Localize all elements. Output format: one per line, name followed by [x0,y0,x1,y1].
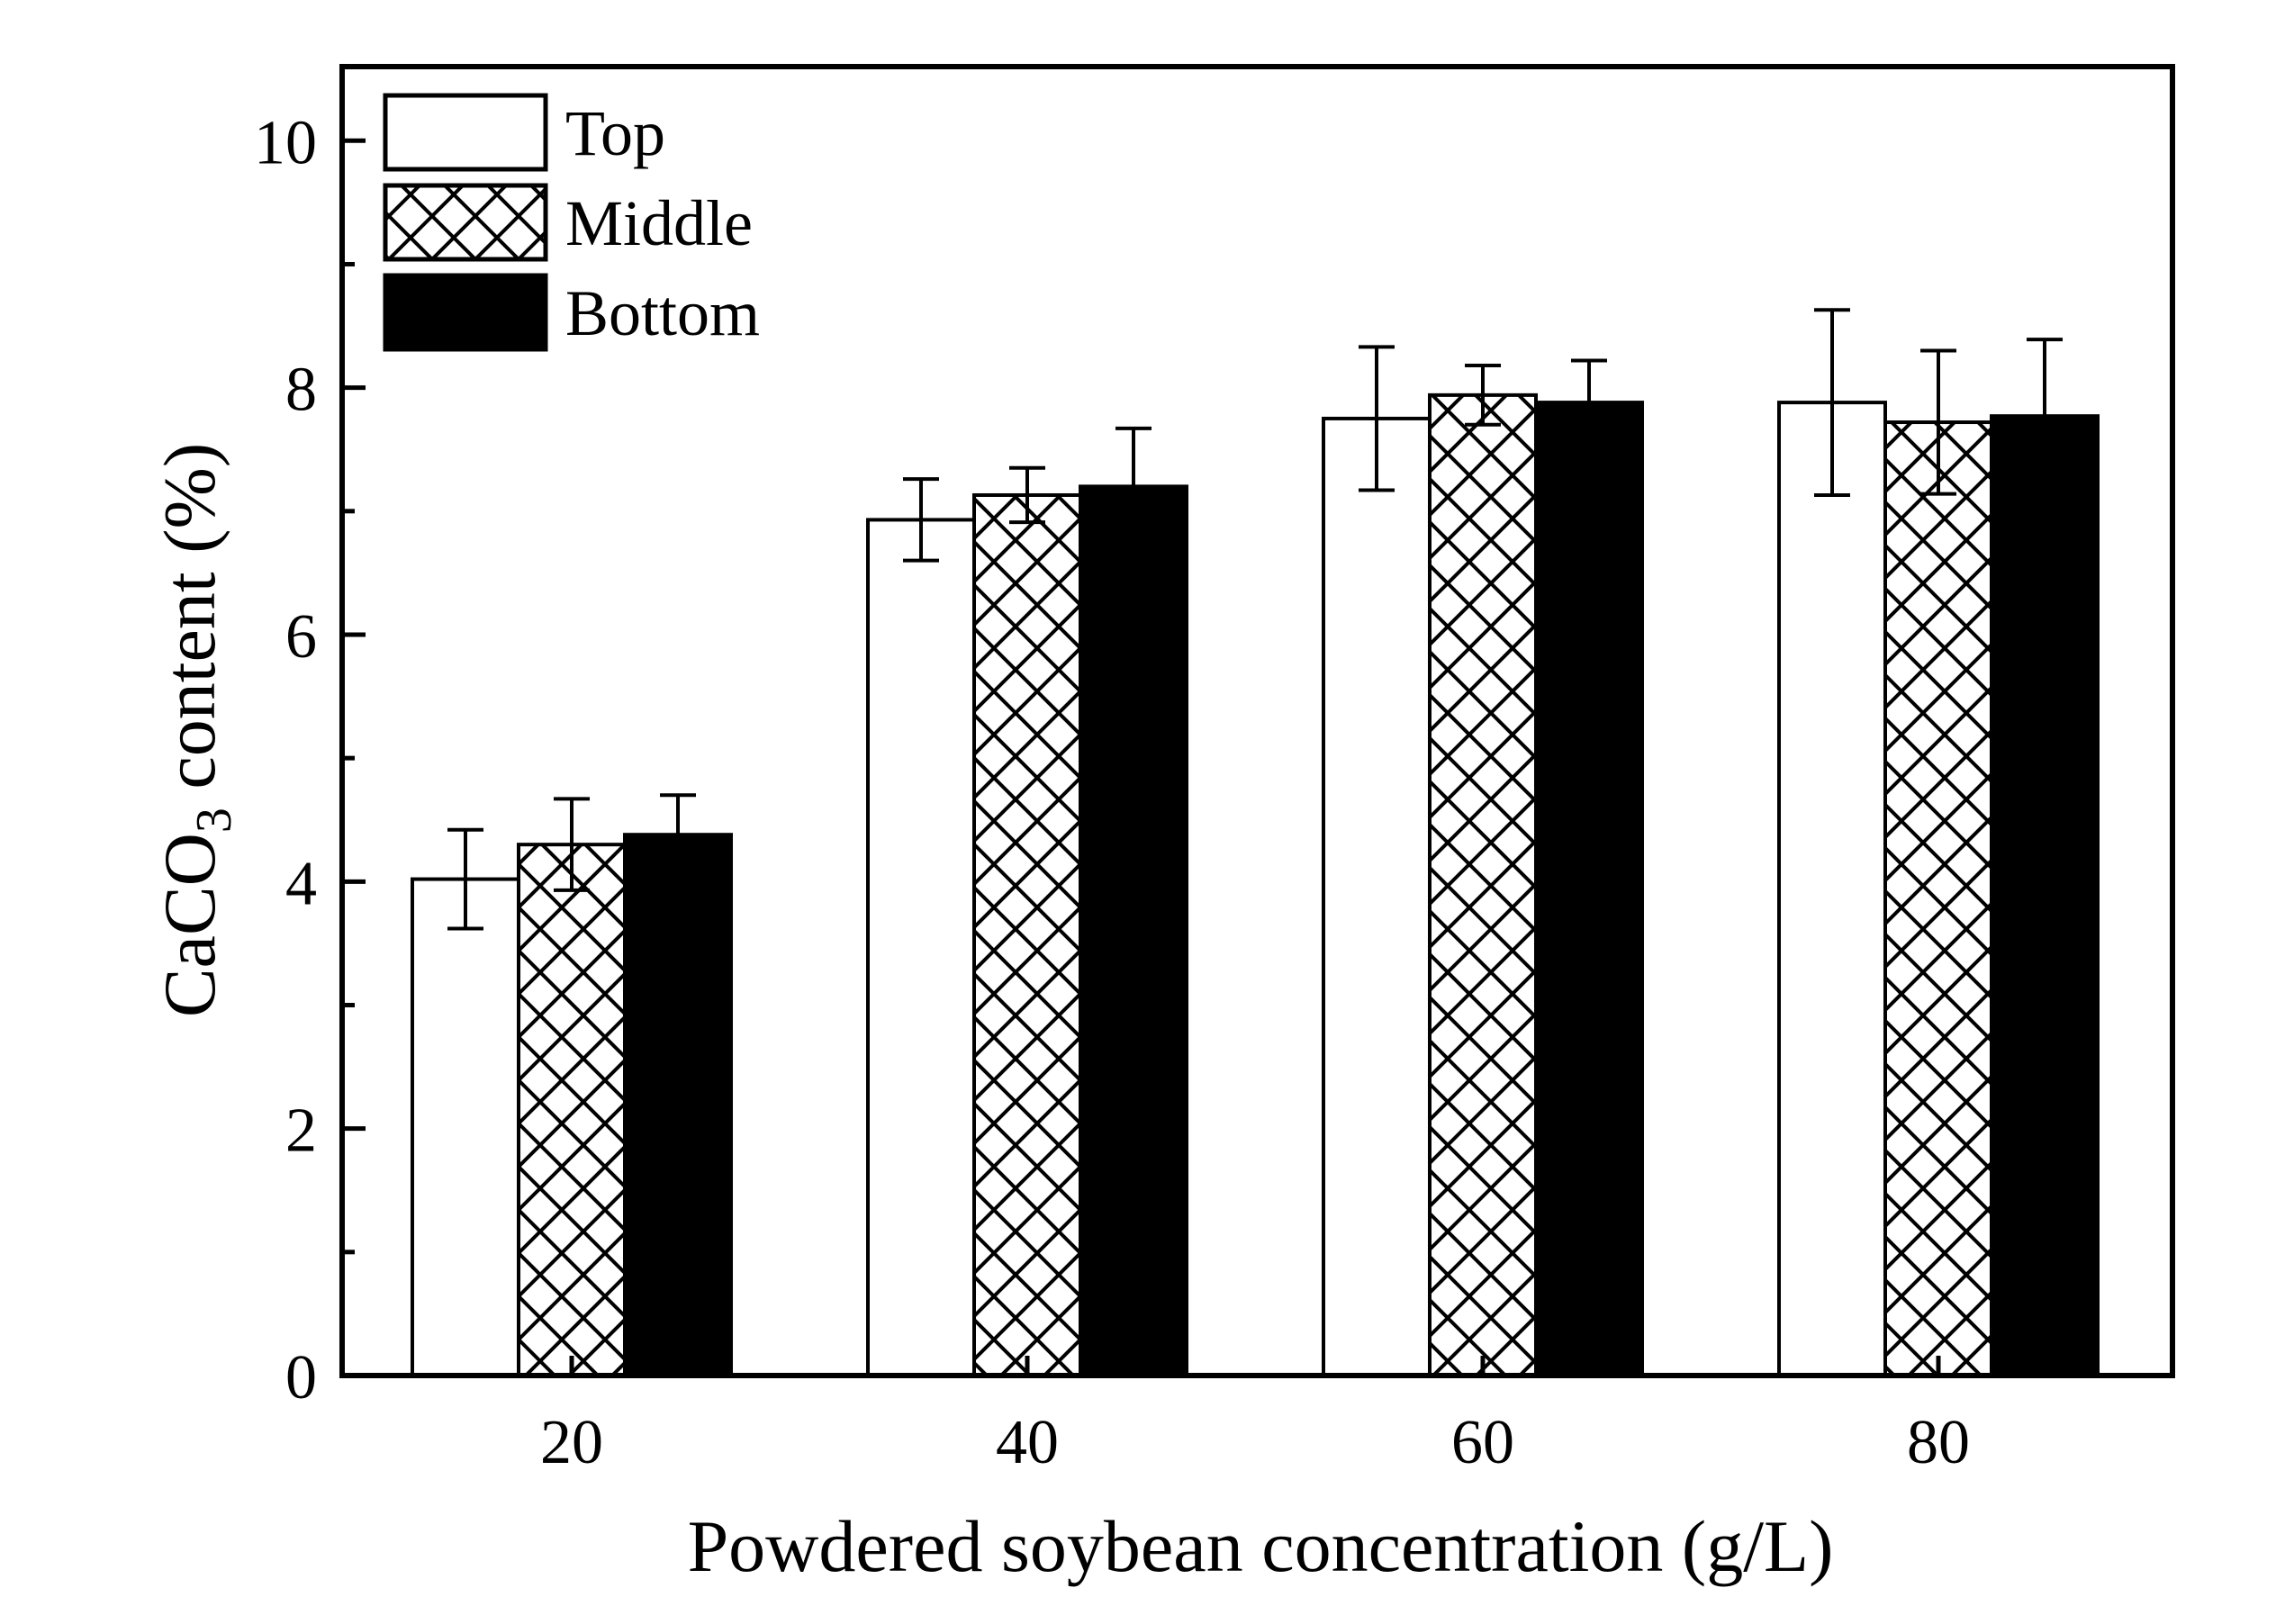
legend-swatch [383,183,548,262]
x-axis: 20 40 60 80 [540,1356,1970,1477]
legend-item-bottom: Bottom [383,273,760,352]
y-axis-title-subscript: 3 [186,807,242,833]
legend: Top Middle Bottom [383,93,760,352]
y-tick-label: 6 [285,602,317,672]
y-axis-title: CaCO3 content (%) [149,443,242,1017]
error-bar-bottom-80 [2027,338,2063,495]
x-tick-label: 20 [540,1408,603,1477]
legend-label: Bottom [565,277,760,349]
error-bar-top-20 [447,827,483,931]
legend-label: Middle [565,187,753,259]
bar-bottom-80 [1990,414,2100,1377]
y-tick-label: 8 [285,356,317,425]
bar-top-80 [1777,401,1887,1377]
legend-item-middle: Middle [383,183,753,262]
y-tick-label: 10 [254,108,317,177]
error-bar-top-40 [903,477,939,563]
y-axis-title-prefix: CaCO [149,833,230,1017]
bar-bottom-40 [1079,484,1188,1377]
error-bar-top-80 [1814,308,1850,497]
bars [411,392,2100,1377]
error-bar-middle-40 [1009,465,1045,525]
bar-middle-80 [1883,420,1993,1377]
bar-bottom-20 [623,833,733,1377]
x-tick-label: 80 [1907,1408,1970,1477]
error-bar-middle-60 [1465,363,1501,427]
bar-top-20 [411,877,520,1377]
error-bar-bottom-20 [660,793,696,877]
legend-item-top: Top [383,93,665,172]
legend-swatch [383,93,548,172]
bar-top-60 [1322,416,1432,1377]
y-tick-label: 4 [285,849,317,918]
legend-label: Top [565,97,665,169]
error-bar-top-60 [1359,345,1395,492]
legend-swatch [383,273,548,352]
bar-middle-60 [1428,392,1538,1377]
plot-frame [339,64,2175,1378]
bar-top-40 [866,518,976,1377]
error-bar-middle-80 [1920,348,1956,496]
y-axis-title-suffix: content (%) [149,443,230,807]
bar-middle-40 [972,492,1082,1377]
error-bars [447,308,2063,931]
bar-bottom-60 [1534,401,1644,1377]
error-bar-bottom-40 [1115,426,1152,546]
error-bar-middle-20 [554,797,590,892]
bar-middle-20 [517,843,627,1377]
y-tick-label: 0 [285,1343,317,1412]
x-tick-label: 60 [1451,1408,1514,1477]
x-axis-title: Powdered soybean concentration (g/L) [688,1505,1834,1587]
error-bar-bottom-60 [1571,358,1607,447]
x-tick-label: 40 [996,1408,1059,1477]
y-tick-label: 2 [285,1096,317,1166]
y-axis: 0 2 4 6 8 10 [254,108,366,1412]
